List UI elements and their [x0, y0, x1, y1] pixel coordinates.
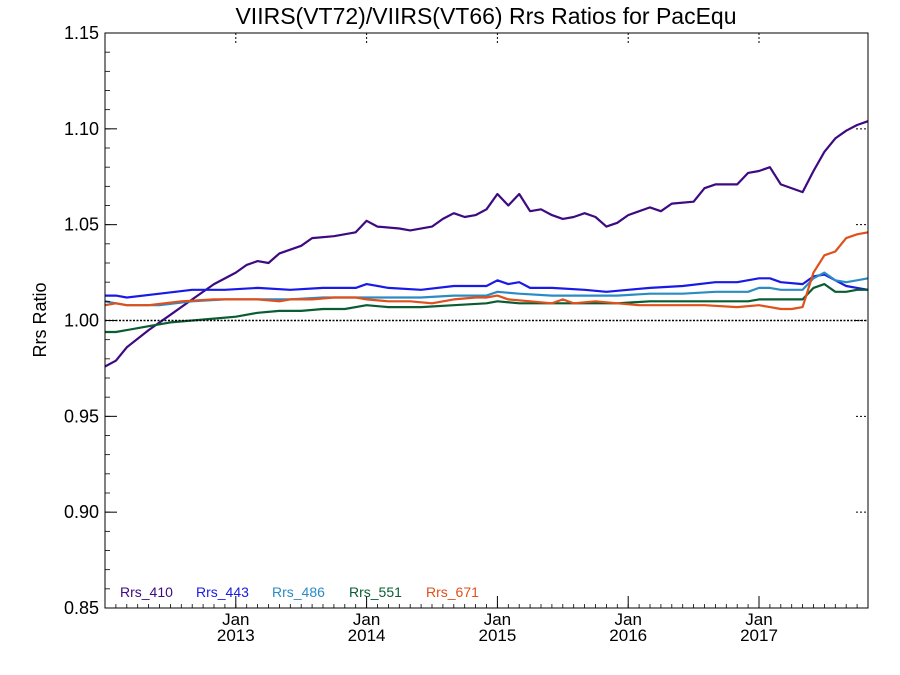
x-tick-month: Jan: [353, 610, 380, 629]
y-tick-label: 1.15: [64, 23, 99, 43]
series-line-rrs-443: [105, 273, 869, 299]
chart-title: VIIRS(VT72)/VIIRS(VT66) Rrs Ratios for P…: [235, 3, 736, 29]
y-axis-label: Rrs Ratio: [30, 282, 50, 357]
legend: Rrs_410 Rrs_443 Rrs_486 Rrs_551 Rrs_671: [120, 584, 479, 600]
x-tick-month: Jan: [222, 610, 249, 629]
legend-entry-rrs-486: Rrs_486: [272, 584, 325, 600]
x-tick-year: 2016: [609, 626, 647, 645]
y-tick-label: 1.10: [64, 119, 99, 139]
series-line-rrs-410: [104, 120, 869, 368]
y-tick-label: 1.00: [64, 311, 99, 331]
series-line-rrs-671: [104, 231, 869, 311]
legend-entry-rrs-551: Rrs_551: [349, 584, 402, 600]
legend-entry-rrs-671: Rrs_671: [426, 584, 479, 600]
x-tick-year: 2014: [348, 626, 386, 645]
x-tick-month: Jan: [745, 610, 772, 629]
y-tick-label: 0.90: [64, 502, 99, 522]
y-tick-label: 0.85: [64, 598, 99, 618]
x-tick-year: 2017: [740, 626, 778, 645]
series-layer: [104, 120, 869, 368]
y-tick-label: 1.05: [64, 215, 99, 235]
x-tick-year: 2015: [478, 626, 516, 645]
x-tick-month: Jan: [484, 610, 511, 629]
x-tick-year: 2013: [217, 626, 255, 645]
axes: 0.850.900.951.001.051.101.15Jan2013Jan20…: [64, 23, 869, 645]
legend-entry-rrs-443: Rrs_443: [196, 584, 249, 600]
series-line-rrs-551: [105, 283, 868, 334]
y-tick-label: 0.95: [64, 406, 99, 426]
x-tick-month: Jan: [614, 610, 641, 629]
legend-entry-rrs-410: Rrs_410: [120, 584, 173, 600]
